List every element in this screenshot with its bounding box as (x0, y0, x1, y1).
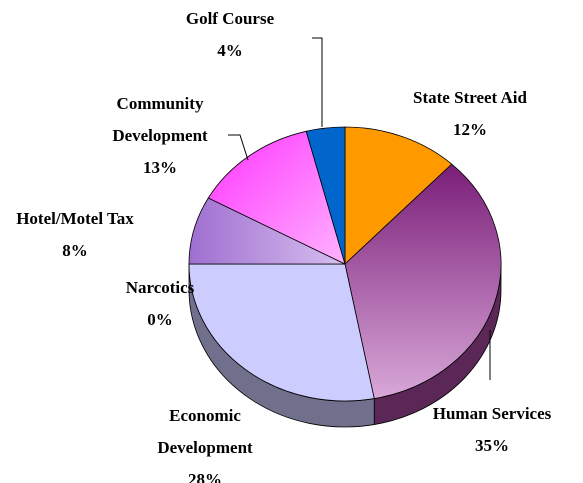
value-label: 35% (475, 436, 509, 455)
category-label: Narcotics (125, 278, 195, 297)
category-label: Economic Development (157, 406, 253, 457)
slice-label: Economic Development 28% (140, 400, 270, 483)
pie-slice (305, 126, 346, 265)
pie-slice (188, 263, 375, 402)
value-label: 0% (147, 310, 173, 329)
slice-label: State Street Aid 12% (380, 82, 560, 146)
pie-slice (344, 163, 502, 400)
value-label: 12% (453, 120, 487, 139)
pie-slice (207, 130, 346, 265)
pie-slice (344, 126, 453, 265)
leader-line (228, 134, 249, 161)
value-label: 13% (143, 158, 177, 177)
category-label: State Street Aid (413, 88, 527, 107)
leader-line (312, 37, 323, 127)
slice-label: Golf Course 4% (160, 3, 300, 67)
slice-label: Narcotics 0% (100, 272, 220, 336)
slice-label: Human Services 35% (402, 398, 582, 462)
category-label: Human Services (432, 404, 552, 423)
value-label: 8% (62, 241, 88, 260)
category-label: Community Development (112, 94, 208, 145)
slice-label: Community Development 13% (95, 88, 225, 184)
pie-faces (188, 126, 502, 402)
value-label: 28% (188, 470, 222, 483)
category-label: Golf Course (185, 9, 275, 28)
value-label: 4% (217, 41, 243, 60)
category-label: Hotel/Motel Tax (16, 209, 134, 228)
slice-label: Hotel/Motel Tax 8% (0, 203, 160, 267)
